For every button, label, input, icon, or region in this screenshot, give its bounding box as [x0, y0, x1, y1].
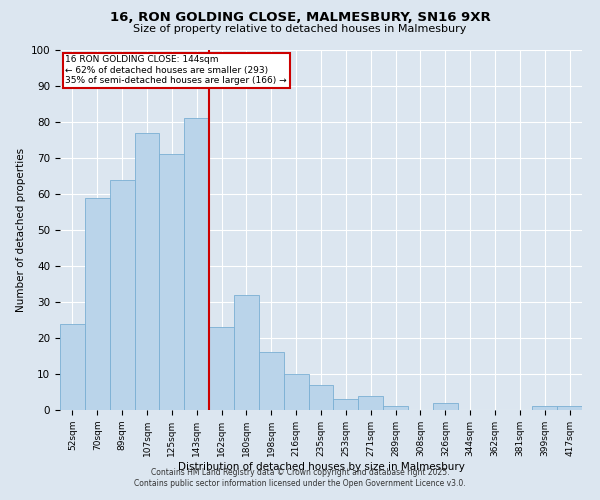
Bar — [358, 396, 383, 410]
Y-axis label: Number of detached properties: Number of detached properties — [16, 148, 26, 312]
Bar — [259, 352, 284, 410]
Text: 16, RON GOLDING CLOSE, MALMESBURY, SN16 9XR: 16, RON GOLDING CLOSE, MALMESBURY, SN16 … — [110, 11, 490, 24]
Text: Contains HM Land Registry data © Crown copyright and database right 2025.
Contai: Contains HM Land Registry data © Crown c… — [134, 468, 466, 487]
Bar — [209, 327, 234, 410]
Bar — [184, 118, 209, 410]
Text: 16 RON GOLDING CLOSE: 144sqm
← 62% of detached houses are smaller (293)
35% of s: 16 RON GOLDING CLOSE: 144sqm ← 62% of de… — [65, 56, 287, 85]
Bar — [160, 154, 184, 410]
Bar — [134, 133, 160, 410]
Bar — [60, 324, 85, 410]
Bar — [383, 406, 408, 410]
Bar — [308, 385, 334, 410]
Bar — [334, 399, 358, 410]
X-axis label: Distribution of detached houses by size in Malmesbury: Distribution of detached houses by size … — [178, 462, 464, 471]
Bar — [234, 295, 259, 410]
Bar — [85, 198, 110, 410]
Bar — [557, 406, 582, 410]
Text: Size of property relative to detached houses in Malmesbury: Size of property relative to detached ho… — [133, 24, 467, 34]
Bar — [433, 403, 458, 410]
Bar — [110, 180, 134, 410]
Bar — [284, 374, 308, 410]
Bar — [532, 406, 557, 410]
